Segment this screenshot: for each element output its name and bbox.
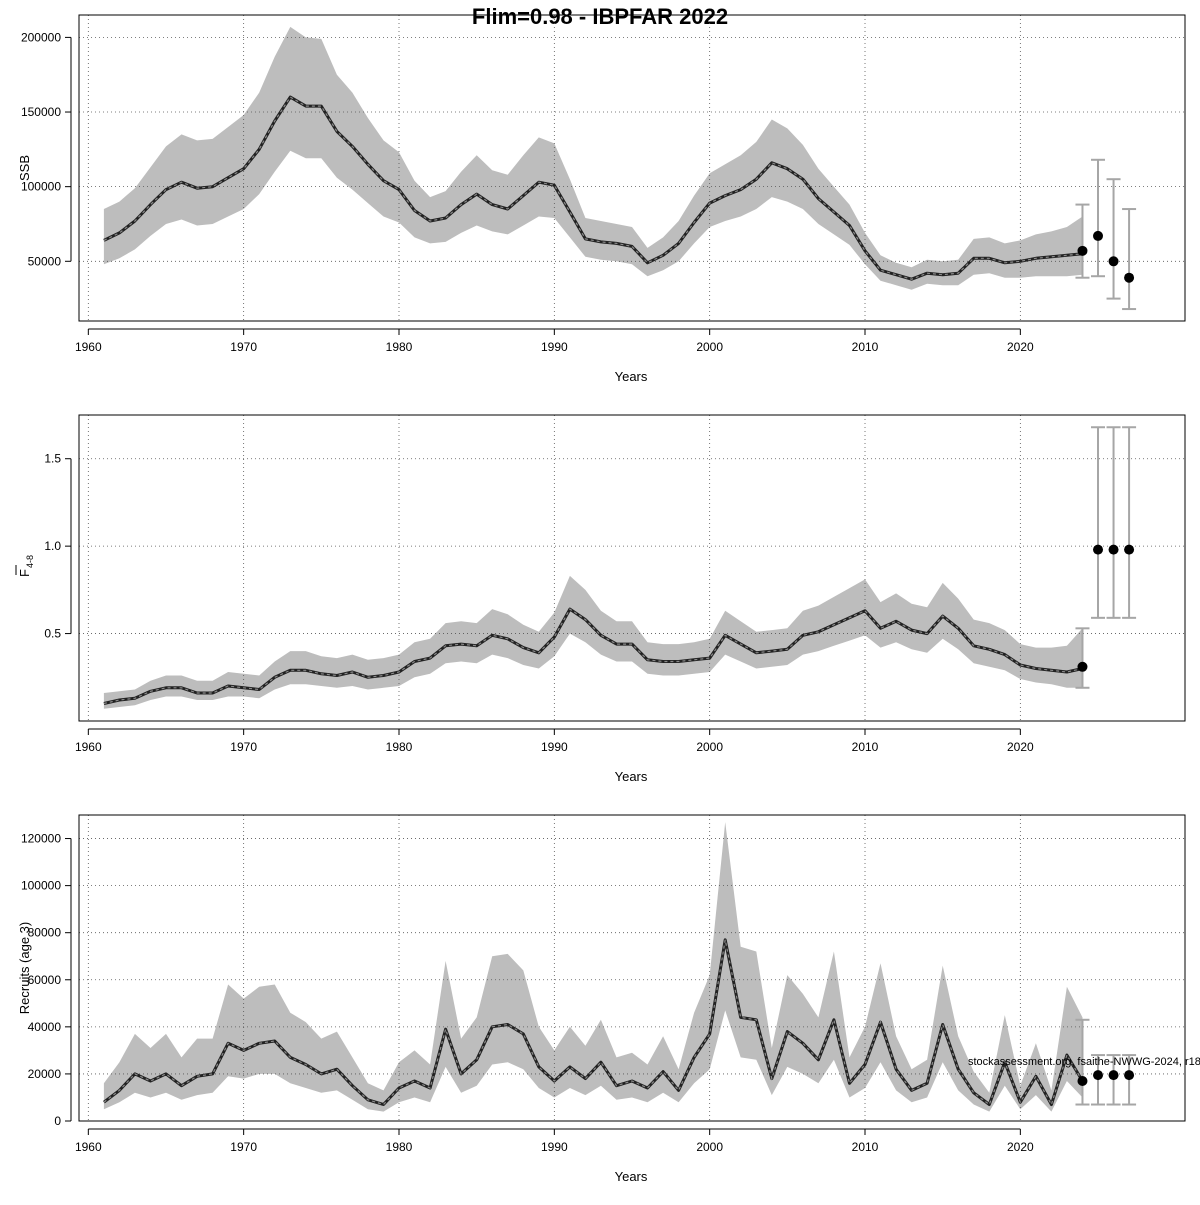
ssb-y-tick-label: 50000: [28, 254, 62, 268]
f-grid-layer: [79, 415, 1185, 721]
ssb-y-tick-label: 150000: [21, 105, 61, 119]
ssb-confidence-band: [103, 26, 1083, 290]
ssb-forecast-point: [1108, 256, 1119, 267]
f-y-tick-label: 1.0: [44, 539, 61, 553]
recruits-forecast-point: [1093, 1070, 1104, 1081]
recruits-y-tick-label: 80000: [28, 926, 62, 940]
ssb-y-tick-label: 200000: [21, 30, 61, 44]
f-y-tick-label: 1.5: [44, 452, 61, 466]
watermark: stockassessment.org, fsaithe-NWWG-2024, …: [968, 1056, 1200, 1068]
ssb-x-tick-label: 2010: [852, 340, 879, 354]
f-confidence-band-layer: [103, 575, 1083, 709]
ssb-y-axis-label: SSB: [17, 155, 32, 181]
ssb-x-tick-label: 1990: [541, 340, 568, 354]
f-x-axis-label: Years: [615, 769, 648, 784]
ssb-estimate-line-dashes: [103, 96, 1083, 280]
chart-title: Flim=0.98 - IBPFAR 2022: [472, 4, 728, 29]
recruits-y-tick-label: 0: [54, 1114, 61, 1128]
recruits-x-tick-label: 2020: [1007, 1140, 1034, 1154]
recruits-forecast-point: [1108, 1070, 1119, 1081]
recruits-y-tick-label: 20000: [28, 1067, 62, 1081]
f-estimate-line-dashes: [103, 608, 1083, 705]
recruits-y-axis-label: Recruits (age 3): [17, 922, 32, 1014]
f-x-tick-label: 1960: [75, 740, 102, 754]
f-confidence-band: [103, 575, 1083, 709]
recruits-x-axis-label: Years: [615, 1169, 648, 1184]
f-x-tick-label: 2010: [852, 740, 879, 754]
f-y-tick-label: 0.5: [44, 627, 61, 641]
ssb-x-axis-label: Years: [615, 369, 648, 384]
f-x-tick-label: 1990: [541, 740, 568, 754]
f-x-tick-label: 2000: [696, 740, 723, 754]
ssb-x-tick-label: 2000: [696, 340, 723, 354]
f-forecast-point: [1093, 544, 1104, 555]
recruits-y-tick-label: 120000: [21, 832, 61, 846]
recruits-estimate-layer: [102, 938, 1084, 1107]
f-y-axis-label-sub: 4-8: [25, 555, 35, 568]
f-forecast-point: [1108, 544, 1119, 555]
ssb-forecast-point: [1077, 245, 1088, 256]
f-estimate-layer: [103, 607, 1083, 705]
f-y-axis-label: F 4-8: [15, 555, 35, 577]
recruits-forecast-point: [1124, 1070, 1135, 1081]
recruits-y-tick-label: 60000: [28, 973, 62, 987]
recruits-estimate-line-dashes: [103, 939, 1084, 1107]
f-axes-layer: 1960 1970 1980 1990 2000 2010 2020 0.5 1.0 1.5: [44, 452, 1034, 754]
f-plot-frame: [78, 414, 1186, 722]
recruits-x-tick-label: 2000: [696, 1140, 723, 1154]
ssb-x-tick-label: 1960: [75, 340, 102, 354]
recruits-y-tick-label: 100000: [21, 879, 61, 893]
recruits-x-tick-label: 1960: [75, 1140, 102, 1154]
recruits-x-tick-label: 1980: [386, 1140, 413, 1154]
ssb-forecast-layer: [1075, 158, 1137, 311]
ssb-plot-frame: [78, 14, 1186, 322]
f-x-tick-label: 1980: [386, 740, 413, 754]
ssb-estimate-layer: [103, 95, 1083, 281]
panel-recruits: 1960 1970 1980 1990 2000 2010 2020 0 20000 40000 6…: [17, 814, 1186, 1184]
recruits-axes-layer: 1960 1970 1980 1990 2000 2010 2020 0 20000 40000 6…: [21, 832, 1034, 1154]
ssb-forecast-point: [1093, 230, 1104, 241]
recruits-plot-frame: [78, 814, 1186, 1122]
f-forecast-layer: [1075, 426, 1137, 689]
ssb-x-tick-label: 2020: [1007, 340, 1034, 354]
ssb-y-tick-label: 100000: [21, 180, 61, 194]
recruits-x-tick-label: 2010: [852, 1140, 879, 1154]
recruits-x-tick-label: 1970: [230, 1140, 257, 1154]
ssb-confidence-band-layer: [103, 26, 1083, 290]
f-x-tick-label: 1970: [230, 740, 257, 754]
ssb-axes-layer: 1960 1970 1980 1990 2000 2010 2020 50000 100000 1…: [21, 30, 1034, 354]
ssb-x-tick-label: 1980: [386, 340, 413, 354]
ssb-forecast-point: [1124, 272, 1135, 283]
f-y-axis-label-main: F: [17, 569, 32, 577]
f-forecast-point: [1124, 544, 1135, 555]
panel-ssb: 1960 1970 1980 1990 2000 2010 2020 50000 100000 1…: [17, 14, 1186, 384]
f-x-tick-label: 2020: [1007, 740, 1034, 754]
f-forecast-point: [1077, 661, 1088, 672]
ssb-x-tick-label: 1970: [230, 340, 257, 354]
panel-f: 1960 1970 1980 1990 2000 2010 2020 0.5 1.0 1.5 Ye…: [15, 414, 1186, 784]
recruits-x-tick-label: 1990: [541, 1140, 568, 1154]
recruits-forecast-point: [1077, 1075, 1088, 1086]
recruits-forecast-layer: [1075, 1018, 1137, 1106]
recruits-y-tick-label: 40000: [28, 1020, 62, 1034]
